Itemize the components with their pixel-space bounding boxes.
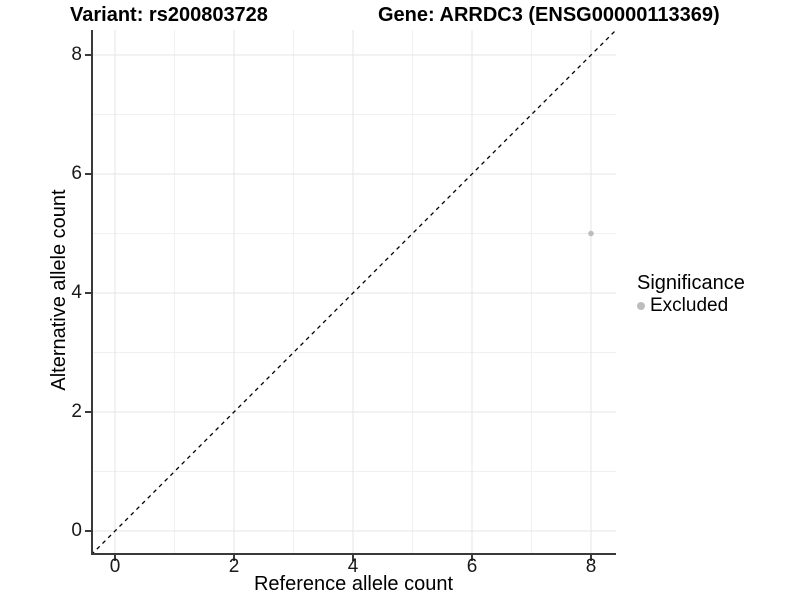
- gene-title: Gene: ARRDC3 (ENSG00000113369): [378, 4, 720, 26]
- y-tick-label: 2: [71, 401, 82, 422]
- x-axis-tick: [352, 555, 354, 561]
- y-axis-tick: [85, 173, 91, 175]
- x-tick-label: 8: [585, 556, 597, 577]
- x-tick-label: 0: [109, 556, 121, 577]
- y-tick-label: 8: [71, 44, 82, 65]
- y-axis-tick: [85, 530, 91, 532]
- y-axis-tick: [85, 54, 91, 56]
- x-tick-label: 6: [466, 556, 478, 577]
- x-axis-tick: [590, 555, 592, 561]
- data-point: [588, 230, 594, 237]
- plot-panel: [91, 30, 616, 555]
- x-axis-tick: [233, 555, 235, 561]
- y-axis-tick: [85, 411, 91, 413]
- x-axis-tick: [471, 555, 473, 561]
- variant-title: Variant: rs200803728: [70, 4, 268, 26]
- y-tick-label: 4: [71, 282, 82, 303]
- x-tick-label: 2: [228, 556, 240, 577]
- legend: Significance Excluded: [637, 272, 745, 317]
- legend-title: Significance: [637, 272, 745, 294]
- y-tick-label: 6: [71, 163, 82, 184]
- x-axis-title: Reference allele count: [253, 573, 453, 595]
- x-axis-tick: [114, 555, 116, 561]
- y-axis-tick: [85, 292, 91, 294]
- x-tick-label: 4: [347, 556, 359, 577]
- legend-item-excluded: Excluded: [637, 295, 745, 317]
- legend-point-icon: [637, 302, 645, 310]
- legend-item-label: Excluded: [650, 295, 729, 316]
- y-tick-label: 0: [71, 520, 82, 541]
- identity-line: [93, 30, 616, 553]
- plot-canvas: [93, 30, 616, 553]
